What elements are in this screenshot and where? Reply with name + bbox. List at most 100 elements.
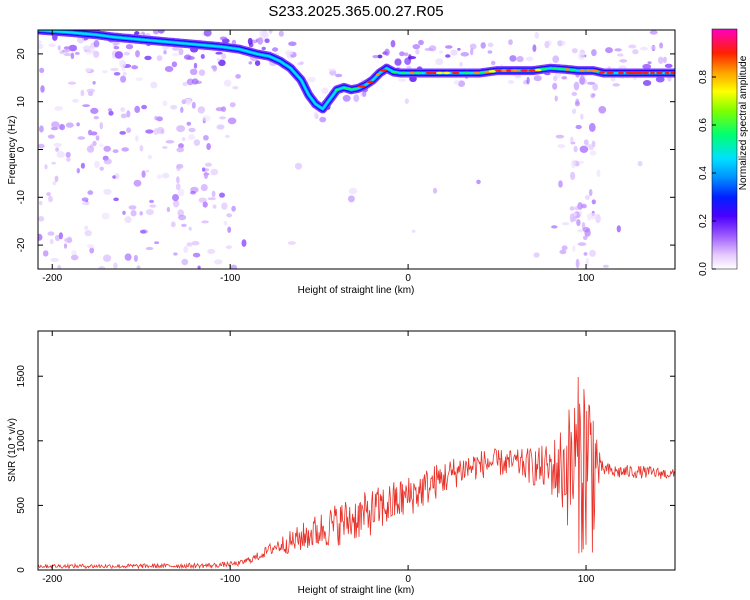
noise-blob — [347, 195, 355, 203]
noise-blob — [569, 206, 575, 211]
ridge-hotspot — [391, 70, 399, 74]
noise-blob — [133, 254, 138, 262]
noise-blob — [571, 159, 576, 169]
ridge-hotspot — [409, 71, 416, 75]
noise-blob — [225, 245, 232, 250]
noise-blob — [46, 192, 51, 197]
noise-blob — [202, 115, 211, 122]
ridge-hotspot — [551, 67, 558, 70]
ridge-hotspot — [670, 71, 675, 75]
noise-blob — [44, 164, 48, 170]
noise-blob — [184, 98, 192, 105]
noise-blob — [99, 143, 104, 148]
noise-blob — [259, 30, 264, 37]
snr-frame — [37, 330, 676, 571]
noise-blob — [591, 49, 597, 57]
noise-blob — [124, 253, 132, 261]
noise-blob — [418, 39, 424, 46]
colorbar-tick-label: 0.0 — [698, 262, 709, 276]
noise-blob — [261, 46, 266, 51]
noise-blob — [87, 129, 93, 135]
noise-blob — [650, 45, 656, 50]
noise-blob — [192, 252, 201, 258]
spectrogram-xtick-label: -100 — [220, 273, 240, 284]
noise-blob — [50, 257, 59, 262]
noise-blob — [120, 75, 127, 83]
noise-blob — [268, 30, 273, 34]
noise-blob — [85, 67, 92, 72]
noise-blob — [307, 76, 316, 83]
noise-blob — [445, 45, 453, 49]
ridge-hotspot — [598, 71, 605, 74]
noise-blob — [508, 39, 513, 46]
noise-blob — [126, 127, 132, 133]
noise-blob — [182, 81, 188, 87]
noise-blob — [227, 117, 237, 125]
noise-blob — [170, 105, 178, 110]
noise-blob — [595, 213, 601, 224]
noise-blob — [176, 176, 180, 184]
noise-blob — [226, 213, 233, 218]
noise-blob — [135, 50, 140, 58]
noise-blob — [112, 149, 119, 154]
noise-blob — [197, 106, 205, 114]
noise-blob — [120, 107, 126, 112]
noise-blob — [99, 122, 104, 130]
noise-blob — [328, 68, 337, 72]
noise-blob — [558, 180, 563, 188]
noise-blob — [157, 30, 165, 34]
ridge-hotspot — [436, 71, 444, 75]
noise-blob — [570, 171, 576, 181]
noise-blob — [390, 40, 396, 48]
noise-blob — [113, 72, 121, 76]
noise-blob — [224, 134, 230, 138]
ridge-hotspot — [510, 69, 519, 72]
noise-blob — [573, 81, 580, 91]
ridge-hotspot — [540, 67, 548, 71]
noise-blob — [135, 135, 139, 142]
ridge-hotspot — [343, 87, 352, 90]
noise-blob — [59, 123, 66, 131]
noise-blob — [87, 91, 94, 97]
noise-blob — [313, 111, 318, 119]
noise-blob — [450, 49, 458, 56]
noise-blob — [221, 106, 227, 112]
noise-blob — [216, 57, 221, 63]
noise-blob — [476, 179, 481, 185]
noise-blob — [193, 139, 201, 147]
noise-blob — [394, 58, 402, 66]
noise-blob — [80, 89, 85, 97]
noise-blob — [156, 116, 163, 122]
spectrogram-xtick-label: 100 — [578, 273, 595, 284]
noise-blob — [136, 265, 141, 269]
noise-blob — [89, 247, 95, 254]
noise-blob — [147, 154, 153, 160]
noise-blob — [663, 56, 667, 63]
ridge-hotspot — [557, 67, 565, 71]
noise-blob — [296, 62, 303, 66]
noise-blob — [575, 124, 582, 130]
noise-blob — [122, 210, 126, 215]
colorbar-tick-label: 0.4 — [698, 166, 709, 180]
noise-blob — [54, 234, 61, 242]
noise-blob — [432, 187, 438, 194]
noise-blob — [659, 42, 663, 49]
noise-blob — [188, 226, 192, 231]
spectrogram-ylabel: Frequency (Hz) — [7, 116, 18, 185]
noise-blob — [264, 38, 270, 43]
noise-blob — [177, 188, 185, 197]
noise-blob — [145, 169, 150, 173]
noise-blob — [113, 197, 119, 202]
noise-blob — [664, 63, 673, 68]
noise-blob — [77, 136, 86, 140]
noise-blob — [439, 50, 444, 54]
noise-blob — [63, 243, 68, 249]
colorbar-gradient — [711, 28, 738, 270]
noise-blob — [287, 241, 296, 245]
noise-blob — [181, 99, 187, 105]
noise-blob — [53, 142, 62, 147]
noise-blob — [107, 108, 113, 112]
noise-blob — [590, 212, 597, 220]
